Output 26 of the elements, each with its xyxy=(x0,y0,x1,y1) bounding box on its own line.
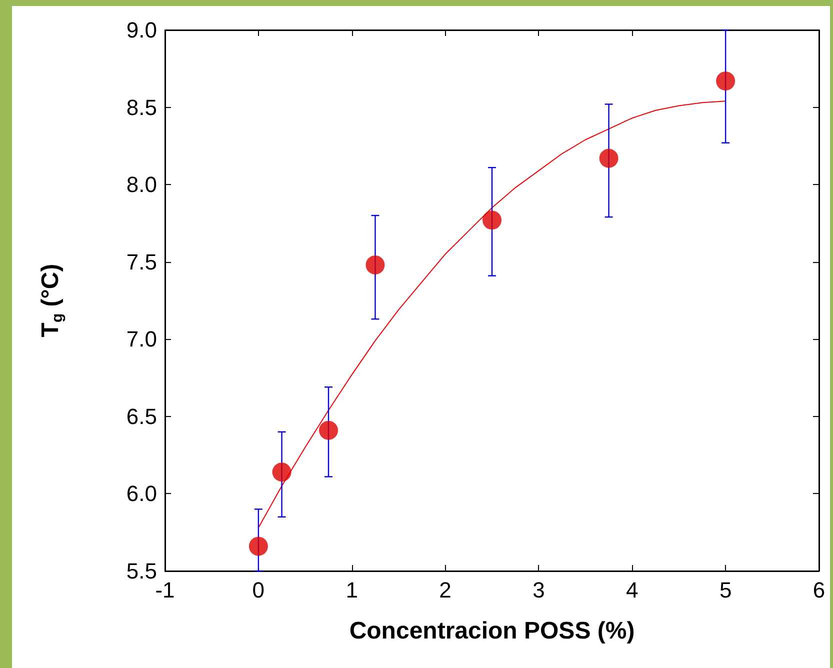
point xyxy=(319,420,338,440)
x-axis-title: Concentracion POSS (%) xyxy=(349,618,635,644)
y-tick-label: 9.0 xyxy=(126,18,157,42)
x-tick-label: 3 xyxy=(532,578,545,602)
x-tick-label: -1 xyxy=(155,578,175,602)
y-tick-label: 7.0 xyxy=(126,326,157,352)
point xyxy=(248,536,268,556)
point xyxy=(482,210,502,230)
line-series xyxy=(258,100,726,528)
y-axis-title: Tg (°C) xyxy=(37,264,66,338)
y-tick-label: 7.5 xyxy=(126,249,157,274)
y-tick-label: 6.5 xyxy=(126,404,157,429)
point xyxy=(366,255,385,274)
x-tick-label: 2 xyxy=(439,578,452,602)
x-tick-label: 5 xyxy=(719,578,732,602)
point xyxy=(716,72,736,91)
x-tick-label: 4 xyxy=(626,578,638,602)
x-tick-label: 0 xyxy=(252,578,265,602)
y-tick-label: 5.5 xyxy=(126,558,157,584)
y-tick-label: 6.0 xyxy=(126,481,157,506)
point xyxy=(599,148,618,168)
y-tick-label: 8.0 xyxy=(126,172,157,198)
point xyxy=(272,462,292,482)
x-tick-label: 1 xyxy=(346,578,358,602)
y-tick-label: 8.5 xyxy=(126,94,157,120)
x-tick-label: 6 xyxy=(812,578,826,602)
